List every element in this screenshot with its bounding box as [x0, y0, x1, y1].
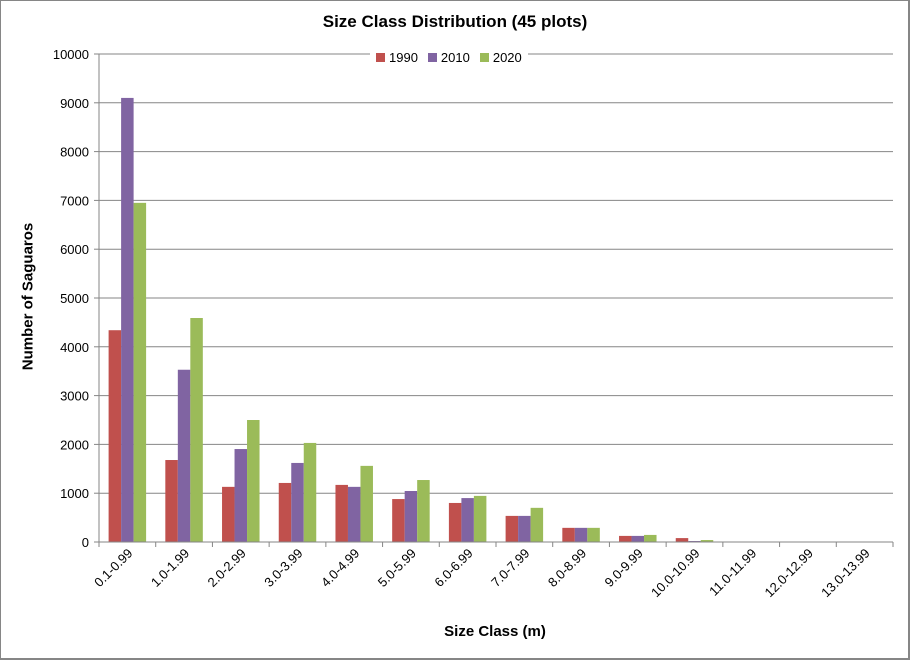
bar-1990 [278, 482, 292, 542]
y-tick-label: 4000 [60, 340, 89, 355]
x-tick-label: 5.0-5.99 [375, 546, 419, 590]
y-tick-label: 8000 [60, 145, 89, 160]
bar-1990 [108, 330, 122, 542]
chart-title: Size Class Distribution (45 plots) [322, 12, 588, 31]
bar-1990 [222, 486, 235, 542]
x-tick-label: 1.0-1.99 [148, 546, 192, 590]
bar-1990 [392, 499, 405, 542]
x-tick-label: 9.0-9.99 [602, 546, 646, 590]
legend-swatch-2010 [427, 53, 437, 62]
legend-label-2010: 2010 [440, 50, 470, 65]
x-tick-label: 3.0-3.99 [261, 546, 305, 590]
legend-label-1990: 1990 [389, 50, 418, 65]
y-tick-label: 7000 [60, 193, 89, 208]
bar-2010 [291, 462, 304, 542]
bar-2020 [587, 527, 600, 542]
legend-item-2010: 2010 [427, 50, 470, 65]
bar-2020 [133, 202, 147, 542]
x-tick-label: 12.0-12.99 [761, 546, 816, 601]
bar-2010 [631, 535, 645, 542]
bar-2010 [461, 498, 474, 542]
bar-1990 [335, 484, 348, 542]
bar-2020 [190, 318, 203, 542]
x-tick-label: 6.0-6.99 [431, 546, 475, 590]
legend: 1990 2010 2020 [370, 48, 528, 67]
y-tick-label: 2000 [60, 437, 89, 452]
bar-2020 [473, 495, 487, 542]
bar-2010 [234, 449, 248, 542]
x-tick-label: 2.0-2.99 [205, 546, 249, 590]
bar-2020 [644, 534, 657, 542]
bar-2010 [404, 491, 418, 542]
legend-label-2020: 2020 [492, 50, 522, 65]
legend-swatch-2020 [479, 53, 489, 62]
bar-2010 [347, 486, 361, 542]
bar-1990 [165, 460, 178, 542]
bar-2020 [417, 480, 430, 542]
bar-1990 [619, 535, 632, 542]
bar-2010 [518, 515, 531, 542]
bar-2020 [700, 540, 714, 542]
y-tick-label: 5000 [60, 291, 89, 306]
x-tick-label: 8.0-8.99 [545, 546, 589, 590]
y-tick-label: 1000 [60, 486, 89, 501]
bar-1990 [562, 527, 575, 542]
x-tick-label: 7.0-7.99 [488, 546, 532, 590]
x-tick-label: 11.0-11.99 [706, 546, 759, 599]
bar-1990 [448, 502, 462, 542]
legend-item-2020: 2020 [479, 50, 522, 65]
x-tick-label: 4.0-4.99 [318, 546, 362, 590]
bar-2020 [360, 465, 373, 542]
x-tick-label: 10.0-10.99 [648, 546, 703, 601]
y-tick-label: 10000 [53, 47, 89, 62]
bar-2020 [530, 507, 544, 542]
x-axis-label: Size Class (m) [444, 623, 546, 640]
bar-2010 [177, 369, 191, 542]
x-tick-label: 0.1-0.99 [91, 546, 135, 590]
x-tick-label: 13.0-13.99 [818, 546, 873, 601]
legend-swatch-1990 [376, 53, 385, 62]
bar-2020 [303, 442, 317, 542]
bar-2010 [574, 527, 588, 542]
y-tick-label: 3000 [60, 389, 89, 404]
y-tick-label: 6000 [60, 242, 89, 257]
y-tick-label: 0 [82, 535, 89, 550]
bar-2010 [121, 97, 134, 543]
legend-item-1990: 1990 [376, 50, 418, 65]
bar-1990 [505, 515, 519, 542]
y-tick-label: 9000 [60, 96, 89, 111]
bar-1990 [675, 538, 689, 542]
bar-2020 [247, 420, 260, 542]
